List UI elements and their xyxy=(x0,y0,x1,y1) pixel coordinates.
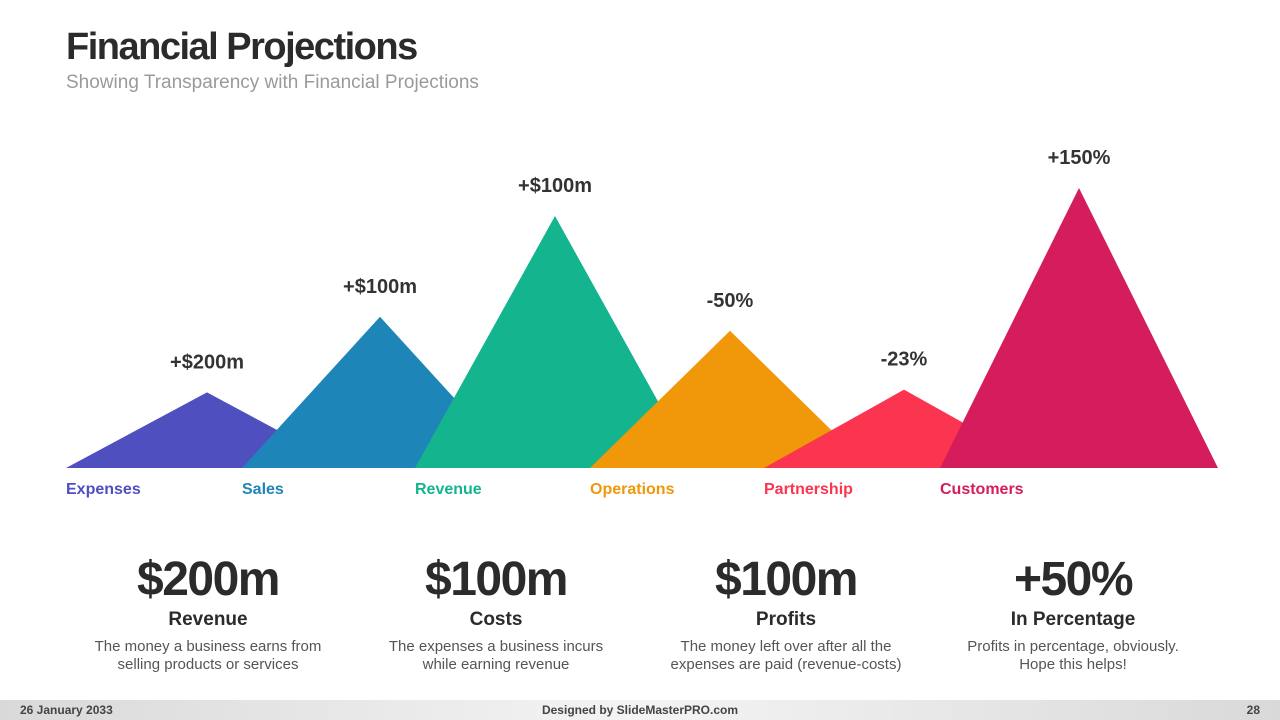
stat-label: In Percentage xyxy=(1010,609,1136,630)
stat-value: +50% xyxy=(1013,553,1134,606)
category-label-partnership: Partnership xyxy=(764,481,853,498)
peak-revenue xyxy=(415,216,695,468)
peak-label-partnership: -23% xyxy=(881,349,928,371)
stat-label: Profits xyxy=(755,609,817,630)
stat-costs: $100m Costs The expenses a business incu… xyxy=(351,552,641,674)
stat-value: $100m xyxy=(715,553,858,606)
stat-value: $200m xyxy=(137,553,280,606)
stat-percentage: +50% In Percentage Profits in percentage… xyxy=(928,552,1218,674)
peak-label-operations: -50% xyxy=(707,290,754,312)
stat-description: The money a business earns from selling … xyxy=(94,638,322,673)
category-label-revenue: Revenue xyxy=(415,481,482,498)
footer-bar: 26 January 2033 Designed by SlideMasterP… xyxy=(0,700,1280,720)
footer-date: 26 January 2033 xyxy=(20,703,113,717)
stat-label: Revenue xyxy=(168,609,248,630)
slide-subtitle: Showing Transparency with Financial Proj… xyxy=(66,72,479,93)
peak-label-expenses: +$200m xyxy=(170,351,244,373)
category-label-operations: Operations xyxy=(590,481,675,498)
category-label-expenses: Expenses xyxy=(66,481,141,498)
slide-title: Financial Projections xyxy=(66,26,418,68)
peak-label-customers: +150% xyxy=(1048,147,1111,169)
mountain-chart: +$200m Expenses +$100m Sales +$100m Revenue -5… xyxy=(66,147,1218,498)
footer-page-number: 28 xyxy=(1246,703,1260,717)
peak-customers xyxy=(940,188,1218,468)
category-label-sales: Sales xyxy=(242,481,284,498)
stat-label: Costs xyxy=(469,609,523,630)
stat-description: The money left over after all the expens… xyxy=(670,638,902,673)
stat-revenue: $200m Revenue The money a business earns… xyxy=(63,552,353,674)
stat-value: $100m xyxy=(425,553,568,606)
peak-label-revenue: +$100m xyxy=(518,175,592,197)
footer-credit: Designed by SlideMasterPRO.com xyxy=(541,703,739,717)
stat-profits: $100m Profits The money left over after … xyxy=(641,552,931,674)
peak-label-sales: +$100m xyxy=(343,276,417,298)
category-label-customers: Customers xyxy=(940,481,1024,498)
peak-operations xyxy=(590,330,870,468)
stat-description: Profits in percentage, obviously. Hope t… xyxy=(967,638,1179,673)
stat-description: The expenses a business incurs while ear… xyxy=(388,638,604,673)
